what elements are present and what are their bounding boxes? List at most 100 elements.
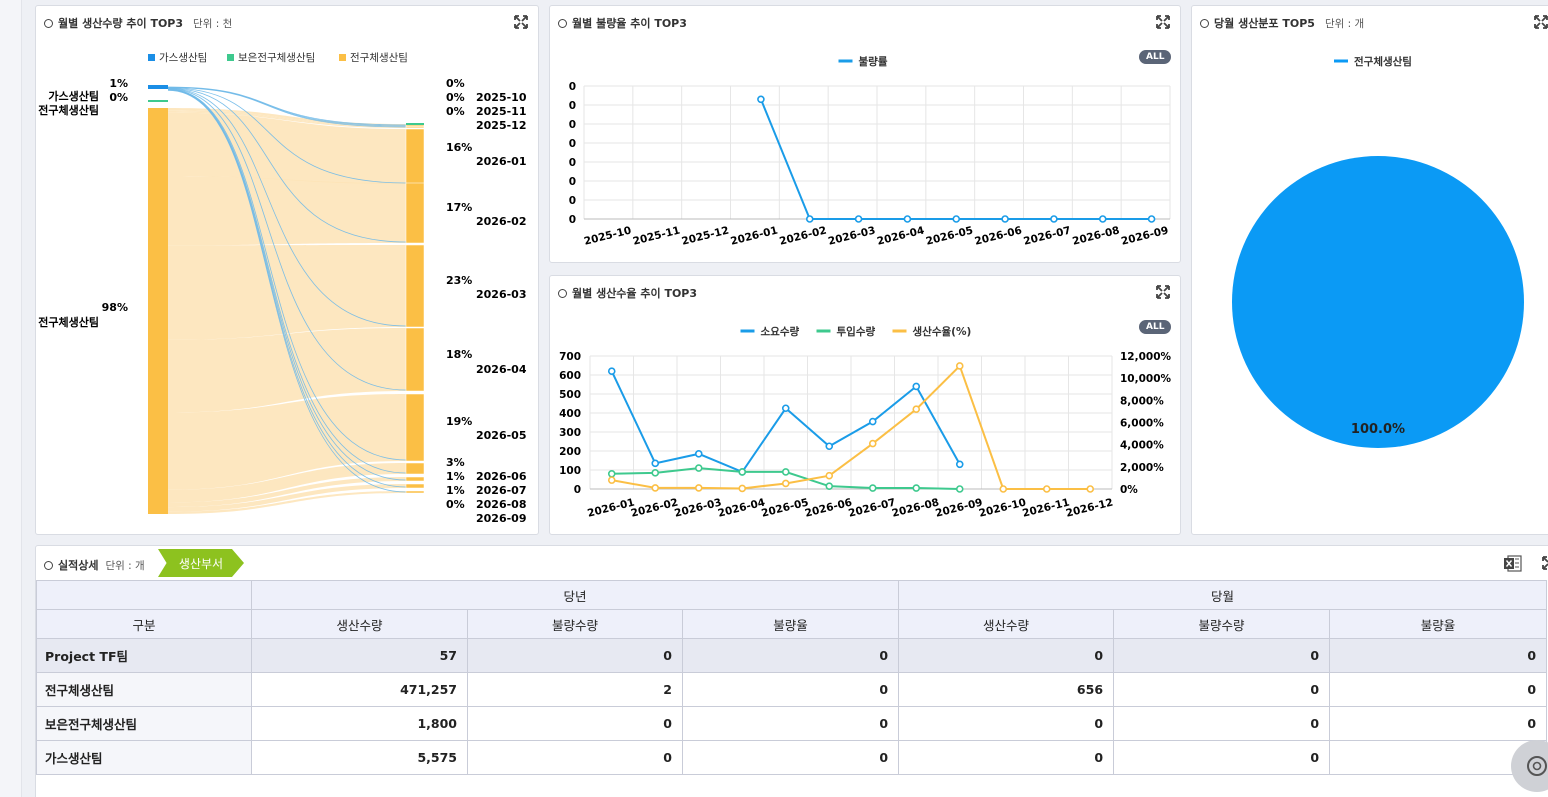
series-line [611, 364, 1091, 490]
data-point [651, 459, 660, 468]
node-pct: 98% [102, 301, 128, 314]
data-point [1001, 215, 1009, 223]
y-right-tick-label: 6,000% [1120, 418, 1164, 430]
table-cell: 0 [681, 638, 900, 673]
data-point [607, 367, 616, 375]
sankey-flow [167, 87, 407, 128]
legend-swatch [148, 54, 155, 61]
table-row[interactable]: 보은전구체생산팀 1,800 0 0 0 0 0 [36, 706, 1548, 741]
panel-title: 월별 생산수율 추이 TOP3 [558, 285, 697, 301]
data-point [694, 450, 703, 458]
data-point [607, 470, 616, 478]
sankey-flow [168, 110, 406, 127]
y-tick-label: 0 [569, 81, 576, 93]
x-tick-label: 2026-10 [978, 496, 1028, 519]
legend-label: 전구체생산팀 [1354, 55, 1412, 68]
panel-title-text: 당월 생산분포 TOP5 [1214, 17, 1315, 30]
node-label: 2026-04 [476, 363, 527, 376]
sankey-flow [167, 87, 407, 184]
all-button[interactable]: ALL [1139, 320, 1172, 334]
table-cell: 전구체생산팀 [36, 672, 252, 707]
data-point [912, 405, 921, 413]
table-cell: 471,257 [251, 672, 468, 707]
legend-label: 생산수율(%) [913, 325, 972, 338]
y-right-tick-label: 0% [1120, 484, 1138, 496]
yield-panel: 월별 생산수율 추이 TOP3 ALL 소요수량 투입수량 생산수율(%) 700 60… [549, 275, 1181, 535]
y-tick-label: 700 [559, 351, 581, 363]
table-cell: 가스생산팀 [36, 740, 252, 775]
excel-download-icon[interactable] [1504, 555, 1522, 572]
node-pct: 0% [446, 77, 465, 90]
all-button[interactable]: ALL [1139, 50, 1172, 64]
table-cell: 2 [467, 672, 683, 707]
table-header: 구분 [36, 609, 252, 639]
node-pct: 23% [446, 274, 472, 287]
sankey-node [405, 393, 425, 462]
y-tick-label: 0 [569, 100, 576, 112]
data-point [955, 362, 964, 370]
sankey-node [405, 490, 425, 494]
sankey-node [405, 476, 425, 482]
expand-icon[interactable] [513, 14, 529, 30]
panel-title-text: 월별 불량율 추이 TOP3 [572, 17, 687, 30]
table-cell: 0 [1329, 672, 1548, 707]
x-tick-label: 2026-06 [974, 224, 1024, 247]
data-point [1042, 485, 1051, 493]
table-header-row: 구분 생산수량 불량수량 불량율 생산수량 불량수량 불량율 [36, 609, 1548, 639]
table-header: 생산수량 [251, 609, 468, 639]
node-label: 전구체생산팀 [38, 103, 99, 117]
table-row[interactable]: Project TF팀 57 0 0 0 0 0 [36, 638, 1548, 673]
data-point [1098, 215, 1107, 223]
table-cell: 보은전구체생산팀 [36, 706, 252, 741]
x-tick-label: 2026-03 [827, 224, 877, 247]
table-cell: 0 [467, 706, 683, 741]
y-tick-label: 500 [559, 389, 581, 401]
legend-label: 투입수량 [837, 325, 876, 338]
table-row[interactable]: 가스생산팀 5,575 0 0 0 0 0 [36, 740, 1548, 775]
detail-panel: 실적상세 단위 : 개 생산부서 당년 당월 구분 생산수량 불량수량 불량율 … [35, 545, 1548, 797]
x-tick-label: 2026-04 [876, 224, 926, 247]
expand-icon[interactable] [1155, 14, 1171, 30]
expand-icon[interactable] [1155, 284, 1171, 300]
legend-label: 전구체생산팀 [350, 52, 408, 64]
y-tick-label: 0 [574, 484, 581, 496]
data-point [738, 468, 747, 476]
node-label: 2026-07 [476, 484, 527, 497]
node-label: 2026-05 [476, 429, 527, 442]
table-cell: 0 [1113, 740, 1331, 775]
sankey-node [148, 108, 168, 514]
y-tick-label: 300 [559, 427, 581, 439]
unit-label: 단위 : 천 [193, 17, 233, 30]
legend-label: 소요수량 [761, 326, 800, 338]
panel-title-text: 실적상세 [58, 559, 99, 572]
data-point [651, 484, 660, 492]
data-point [825, 442, 834, 451]
data-point [781, 404, 790, 413]
pie-data-label: 100.0% [1351, 422, 1405, 437]
settings-gear-icon[interactable] [1511, 740, 1548, 792]
node-label: 전구체생산팀 [38, 315, 99, 329]
sankey-flow [168, 176, 406, 246]
x-tick-label: 2025-12 [681, 224, 731, 247]
series-line [759, 98, 1152, 220]
sankey-flow [168, 328, 406, 413]
x-tick-label: 2026-07 [847, 496, 897, 519]
table-header: 불량율 [1329, 609, 1548, 639]
sankey-flow [168, 484, 406, 512]
x-tick-label: 2026-07 [1022, 224, 1072, 247]
sankey-node [148, 85, 168, 89]
department-tag[interactable]: 생산부서 [158, 549, 244, 577]
data-point [825, 482, 834, 490]
node-label: 2026-01 [476, 155, 527, 168]
expand-icon[interactable] [1533, 14, 1548, 30]
expand-icon[interactable] [1541, 555, 1548, 571]
sankey-flow [167, 88, 407, 391]
table-row[interactable]: 전구체생산팀 471,257 2 0 656 0 0 [36, 672, 1548, 707]
yield-chart: 소요수량 투입수량 생산수율(%) 700 600 500 400 300 200 100 0 12,… [559, 325, 1171, 520]
x-tick-label: 2026-05 [760, 496, 810, 519]
node-label: 2026-09 [476, 512, 527, 525]
panel-title: 월별 생산수량 추이 TOP3 단위 : 천 [44, 15, 232, 31]
node-pct: 0% [446, 498, 465, 511]
x-tick-label: 2025-11 [632, 224, 682, 247]
node-label: 2026-08 [476, 498, 527, 511]
